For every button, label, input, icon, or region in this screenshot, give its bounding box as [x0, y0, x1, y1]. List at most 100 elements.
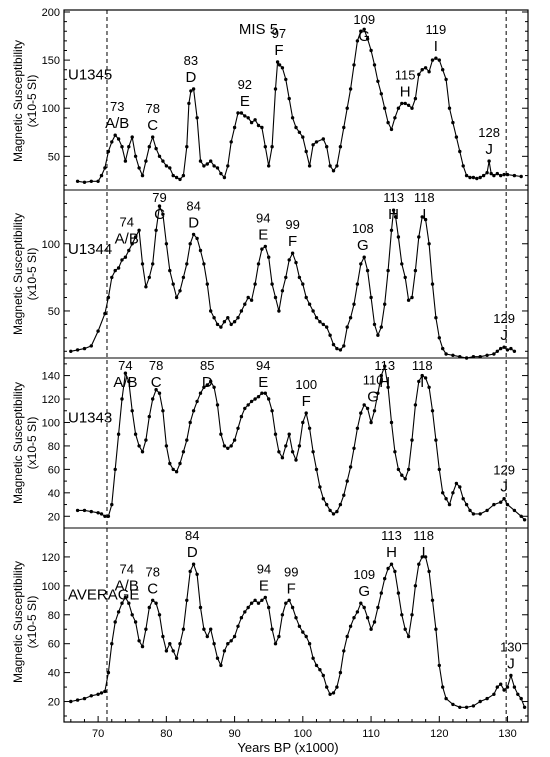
peak-age-label: 109 [353, 567, 375, 582]
data-point [287, 598, 291, 602]
data-point [113, 467, 117, 472]
data-point [205, 634, 209, 639]
data-point [195, 399, 199, 404]
peak-age-label: 119 [426, 22, 447, 37]
data-point [256, 601, 261, 605]
data-point [273, 642, 278, 646]
data-point [342, 649, 346, 653]
peak-age-label: 108 [352, 221, 374, 236]
data-point [171, 649, 175, 653]
data-point [437, 336, 441, 340]
data-point [178, 642, 182, 646]
data-point [379, 373, 383, 378]
data-point [410, 106, 414, 110]
data-point [383, 576, 387, 581]
data-point [116, 137, 121, 141]
peak-letter-label: C [154, 206, 165, 223]
data-point [198, 605, 203, 610]
data-point [321, 497, 325, 501]
data-point [290, 251, 295, 255]
peak-letter-label: C [147, 117, 158, 134]
data-point [461, 497, 465, 501]
peak-letter-label: D [202, 374, 213, 391]
data-point [441, 68, 445, 72]
data-point [171, 282, 175, 286]
peak-age-label: 110 [363, 372, 384, 387]
data-point [335, 685, 339, 689]
data-point [239, 309, 244, 313]
data-point [362, 403, 366, 407]
data-point [226, 316, 230, 320]
data-point [499, 173, 503, 178]
data-point [502, 497, 506, 501]
peak-age-label: 130 [500, 640, 522, 655]
data-point [492, 352, 496, 356]
peak-letter-label: I [420, 374, 424, 391]
peak-letter-label: F [302, 393, 311, 410]
data-point [519, 174, 523, 179]
data-point [127, 601, 131, 605]
data-point [113, 620, 117, 624]
data-point [82, 180, 87, 184]
data-point [423, 217, 428, 222]
data-point [307, 302, 312, 306]
y-tick-label: 50 [48, 306, 60, 318]
x-tick-label: 100 [294, 728, 312, 740]
data-point [403, 627, 407, 631]
data-point [420, 215, 424, 219]
y-axis-title: Magnetic Susceptibility [11, 561, 25, 683]
peak-letter-label: I [422, 544, 426, 561]
data-point [348, 316, 353, 320]
data-point [389, 420, 394, 425]
data-point [215, 403, 220, 407]
peak-age-label: 74 [120, 214, 134, 229]
data-point [212, 316, 216, 320]
data-point [123, 255, 128, 259]
data-point [198, 391, 203, 395]
data-point [294, 125, 298, 130]
data-point [181, 275, 186, 280]
data-point [417, 379, 421, 384]
data-point [219, 325, 223, 329]
data-point [430, 58, 435, 62]
data-point [372, 322, 377, 327]
y-axis-title: Magnetic Susceptibility [11, 40, 25, 162]
data-point [99, 512, 104, 516]
data-point [406, 634, 411, 639]
data-point [365, 37, 370, 41]
data-point [365, 406, 370, 411]
series-line [77, 28, 522, 183]
data-point [359, 29, 363, 33]
data-point [454, 481, 459, 486]
data-point [99, 173, 104, 178]
data-point [335, 346, 339, 351]
data-point [342, 125, 346, 130]
data-point [168, 166, 172, 170]
y-tick-label: 80 [48, 441, 60, 453]
data-point [410, 438, 414, 442]
data-point [454, 135, 459, 139]
data-point [345, 106, 349, 110]
data-point [181, 173, 186, 178]
peak-letter-label: J [500, 327, 508, 344]
data-point [451, 120, 455, 125]
data-point [130, 135, 134, 139]
data-point [284, 275, 288, 280]
x-tick-label: 110 [362, 728, 380, 740]
data-point [386, 385, 390, 389]
data-point [519, 514, 523, 518]
peak-letter-label: D [187, 544, 198, 561]
data-point [423, 376, 428, 380]
data-point [287, 96, 291, 101]
data-point [301, 420, 305, 425]
data-point [430, 598, 435, 602]
data-point [318, 668, 322, 672]
data-point [287, 432, 291, 436]
data-point [243, 114, 247, 118]
peak-letter-label: A/B [115, 577, 139, 594]
data-point [389, 562, 394, 566]
data-point [410, 295, 414, 300]
data-point [522, 518, 527, 522]
data-point [185, 438, 189, 442]
peak-letter-label: A/B [105, 115, 129, 132]
